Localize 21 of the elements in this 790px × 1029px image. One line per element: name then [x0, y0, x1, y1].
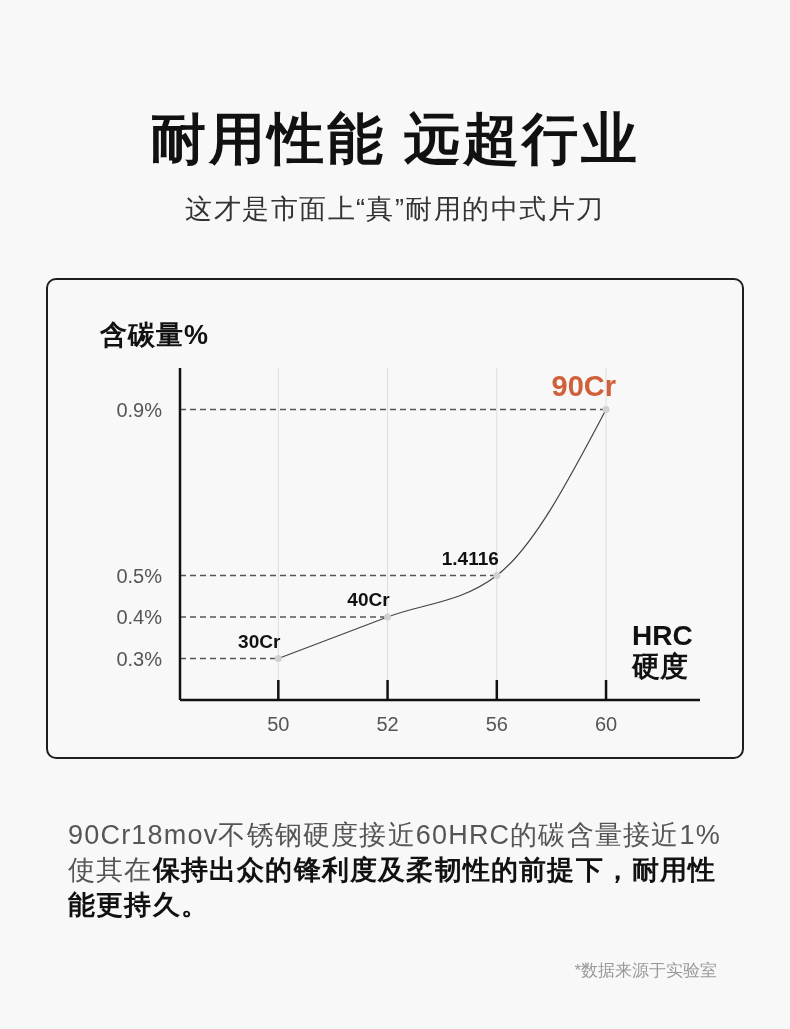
text: 使其在: [68, 855, 153, 885]
y-tick-label: 0.9%: [116, 398, 163, 421]
y-axis-title: 含碳量%: [100, 319, 210, 352]
text: *数据来源于实验室: [574, 960, 717, 982]
x-tick-label: 56: [485, 713, 508, 735]
y-tick-label: 0.3%: [116, 647, 163, 670]
chart-title: 耐用性能 远超行业: [148, 106, 642, 172]
x-axis-title: HRC 硬度: [632, 620, 693, 682]
x-tick-label: 52: [376, 713, 399, 735]
text: 90Cr18mov不锈钢硬度接近60HRC的碳含量接近1%: [68, 819, 721, 852]
y-tick-label: 0.4%: [116, 606, 163, 629]
x-tick-label: 60: [594, 713, 618, 735]
chart-subtitle: 这才是市面上“真”耐用的中式片刀: [184, 193, 606, 226]
text: 保持出众的锋利度及柔韧性的前提下，耐用性: [152, 855, 717, 885]
annotation: 30Cr: [238, 630, 281, 652]
annotation: 40Cr: [347, 589, 391, 610]
y-tick-label: 0.5%: [116, 564, 163, 587]
annotation: 1.4116: [441, 547, 499, 569]
x-tick-label: 50: [267, 713, 290, 735]
text: 能更持久。: [68, 890, 209, 920]
annotation: 90Cr: [551, 369, 617, 402]
